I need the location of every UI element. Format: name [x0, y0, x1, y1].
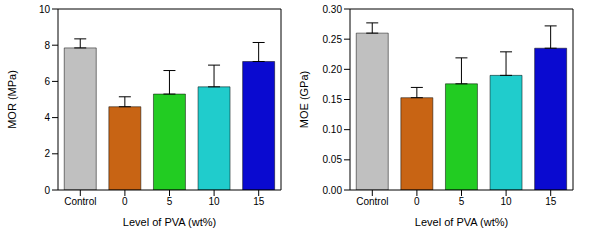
svg-text:0.05: 0.05 — [323, 154, 343, 165]
svg-text:Level of PVA (wt%): Level of PVA (wt%) — [415, 216, 508, 228]
svg-text:0: 0 — [122, 196, 128, 207]
svg-text:5: 5 — [167, 196, 173, 207]
svg-text:Control: Control — [356, 196, 388, 207]
svg-text:Level of PVA (wt%): Level of PVA (wt%) — [123, 216, 216, 228]
svg-text:15: 15 — [253, 196, 265, 207]
svg-text:6: 6 — [44, 76, 50, 87]
svg-text:15: 15 — [545, 196, 557, 207]
svg-text:10: 10 — [501, 196, 513, 207]
svg-text:0.00: 0.00 — [323, 185, 343, 196]
svg-text:0.20: 0.20 — [323, 64, 343, 75]
svg-text:8: 8 — [44, 40, 50, 51]
svg-text:MOE (GPa): MOE (GPa) — [298, 71, 310, 128]
svg-text:5: 5 — [459, 196, 465, 207]
svg-text:0.10: 0.10 — [323, 124, 343, 135]
svg-text:2: 2 — [44, 148, 50, 159]
svg-text:0.15: 0.15 — [323, 94, 343, 105]
svg-text:Control: Control — [64, 196, 96, 207]
svg-text:10: 10 — [39, 4, 51, 15]
svg-text:0: 0 — [44, 185, 50, 196]
svg-text:0: 0 — [414, 196, 420, 207]
svg-text:4: 4 — [44, 112, 50, 123]
svg-text:10: 10 — [209, 196, 221, 207]
svg-text:0.30: 0.30 — [323, 4, 343, 15]
svg-text:0.25: 0.25 — [323, 34, 343, 45]
svg-text:MOR (MPa): MOR (MPa) — [8, 70, 18, 129]
